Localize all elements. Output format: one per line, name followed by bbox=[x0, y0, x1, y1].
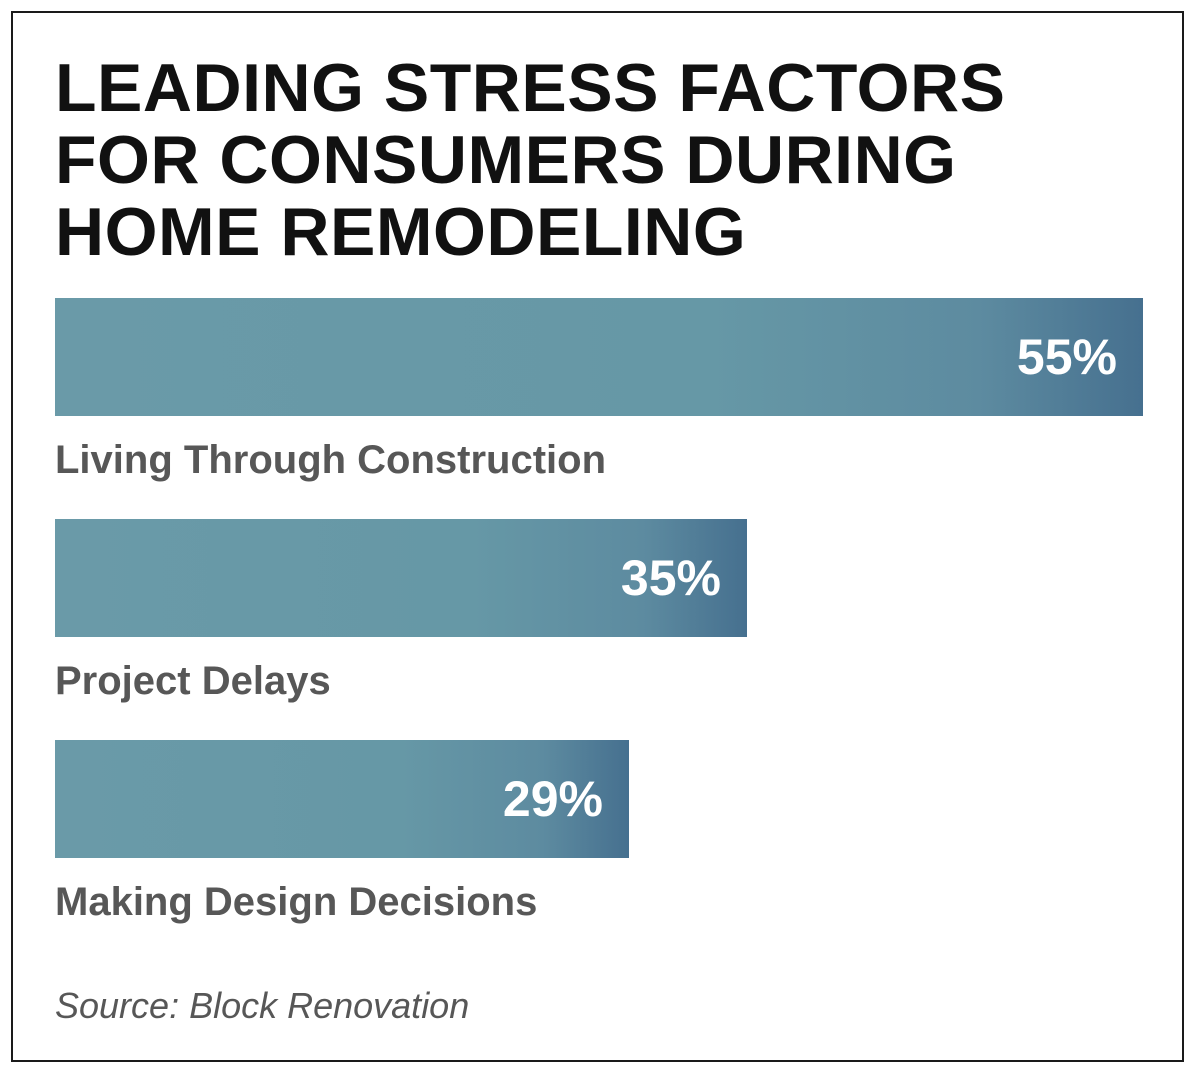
bar: 55% bbox=[55, 298, 1143, 416]
category-label: Project Delays bbox=[55, 659, 331, 703]
bar-value-label: 35% bbox=[620, 550, 721, 606]
category-label: Living Through Construction bbox=[55, 438, 607, 482]
chart-title: LEADING STRESS FACTORS FOR CONSUMERS DUR… bbox=[55, 50, 1006, 270]
source-note: Source: Block Renovation bbox=[55, 985, 470, 1026]
bar-value-label: 29% bbox=[502, 771, 603, 827]
category-label: Making Design Decisions bbox=[55, 880, 538, 924]
bar-value-label: 55% bbox=[1016, 329, 1117, 385]
bar: 29% bbox=[55, 740, 629, 858]
bar: 35% bbox=[55, 519, 747, 637]
